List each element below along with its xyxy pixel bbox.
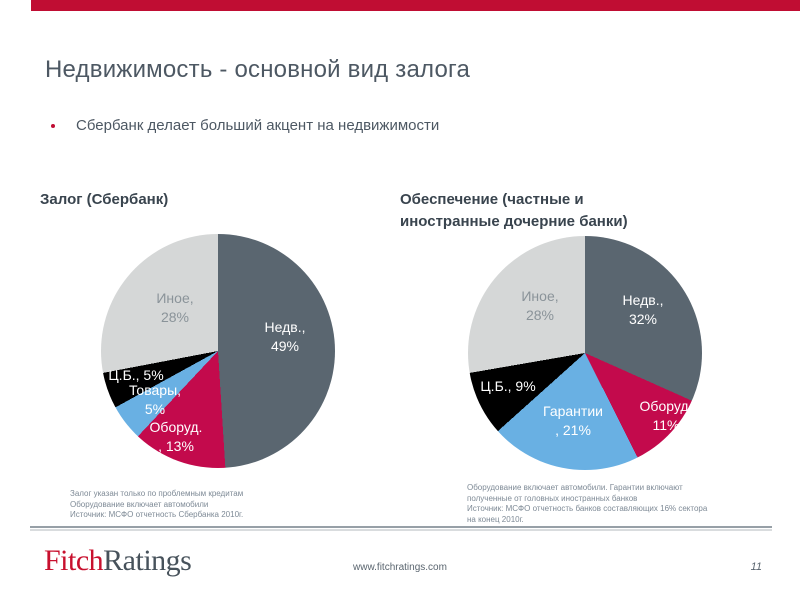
slice-label-inoe: Иное, 28% [521, 288, 559, 323]
slice-label-tovary: Товары, 5% [128, 382, 182, 417]
footnote-line: Источник: МСФО отчетность Сбербанка 2010… [70, 510, 244, 519]
footnote-private-banks: Оборудование включает автомобили. Гарант… [467, 483, 707, 525]
slice-label-cb: Ц.Б., 5% [108, 367, 164, 383]
slice-label-oborud: Оборуд. , 13% [149, 419, 203, 454]
pie-chart-sberbank: Недв., 49% Иное, 28% Ц.Б., 5% Товары, 5%… [101, 234, 335, 468]
footnote-line: полученные от головных иностранных банко… [467, 493, 638, 503]
bullet-icon [51, 124, 55, 128]
fitchratings-logo: FitchRatings [44, 544, 192, 578]
footnote-line: Залог указан только по проблемным кредит… [70, 489, 244, 498]
bullet-text: Сбербанк делает больший акцент на недвиж… [76, 117, 440, 134]
top-accent-bar [31, 0, 800, 11]
logo-text-ratings: Ratings [103, 544, 192, 577]
footer-url: www.fitchratings.com [353, 562, 447, 573]
chart-title-line: Залог (Сбербанк) [40, 191, 169, 208]
slice-label-nedv: Недв., 32% [622, 292, 664, 327]
slide-title: Недвижимость - основной вид залога [45, 56, 470, 83]
footer-divider [30, 526, 772, 528]
footnote-sberbank: Залог указан только по проблемным кредит… [70, 489, 243, 521]
footnote-line: Оборудование включает автомобили. Гарант… [467, 483, 683, 492]
chart-title-private-banks: Обеспечение (частные и иностранные дочер… [400, 189, 628, 233]
chart-title-line: иностранные дочерние банки) [400, 213, 628, 230]
footnote-line: на конец 2010г. [467, 514, 524, 524]
slice-label-oborud: Оборуд, 11% [639, 398, 693, 433]
footnote-line: Источник: МСФО отчетность банков составл… [467, 504, 708, 513]
slice-label-garantii: Гарантии , 21% [543, 403, 603, 438]
logo-text-fitch: Fitch [44, 544, 104, 577]
slice-label-inoe: Иное, 28% [156, 290, 194, 325]
chart-title-line: Обеспечение (частные и [400, 191, 584, 208]
footnote-line: Оборудование включает автомобили [70, 499, 209, 509]
chart-title-sberbank: Залог (Сбербанк) [40, 189, 168, 211]
page-number: 11 [750, 561, 762, 573]
slice-label-cb: Ц.Б., 9% [480, 378, 536, 394]
bullet-item: Сбербанк делает больший акцент на недвиж… [51, 117, 439, 134]
slice-label-nedv: Недв., 49% [264, 319, 306, 354]
pie-chart-private-banks: Недв., 32% Иное, 28% Ц.Б., 9% Гарантии ,… [468, 236, 702, 470]
